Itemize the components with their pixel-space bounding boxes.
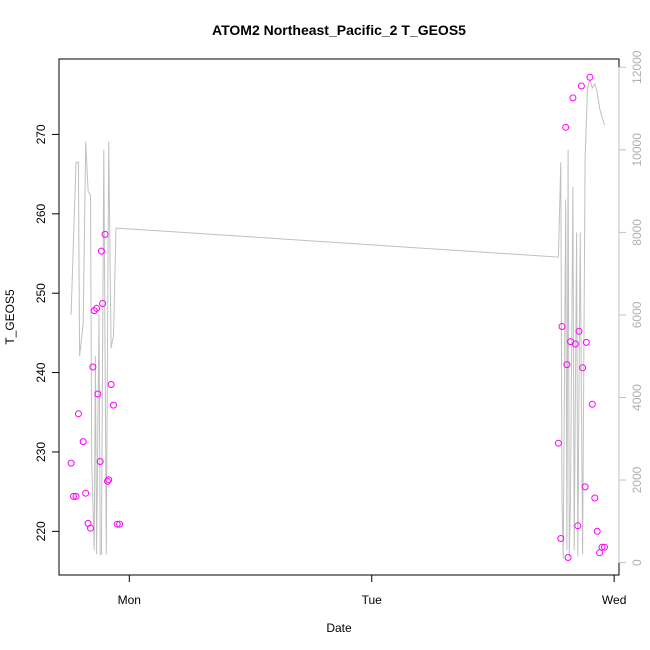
data-point xyxy=(577,82,585,90)
y2-tick-label: 12000 xyxy=(630,50,644,84)
data-point xyxy=(72,492,80,500)
data-point xyxy=(593,527,601,535)
data-point xyxy=(113,520,121,528)
data-point xyxy=(574,522,582,530)
data-point xyxy=(90,307,98,315)
y-tick-label: 270 xyxy=(34,124,48,144)
y-axis-left: 220 230 240 250 260 270 xyxy=(34,124,60,541)
data-point xyxy=(579,364,587,372)
y-axis-right: 0 2000 4000 6000 8000 10000 12000 xyxy=(618,50,644,566)
y-tick-label: 220 xyxy=(34,521,48,541)
series-line-path xyxy=(70,77,605,559)
data-point xyxy=(87,524,94,532)
data-point xyxy=(596,549,604,557)
data-point xyxy=(104,477,111,485)
data-point xyxy=(96,458,104,465)
y-tick-label: 230 xyxy=(34,442,48,462)
data-point xyxy=(557,535,565,542)
y2-tick-label: 10000 xyxy=(630,133,644,167)
data-point xyxy=(101,230,109,238)
data-point xyxy=(116,520,124,528)
y2-tick-label: 2000 xyxy=(630,466,644,493)
y2-tick-label: 6000 xyxy=(630,301,644,328)
data-point xyxy=(562,123,570,131)
x-tick-label: Mon xyxy=(118,593,141,607)
data-point xyxy=(554,439,562,447)
data-point xyxy=(67,459,75,467)
data-point xyxy=(79,438,87,446)
data-point xyxy=(70,492,77,500)
data-point xyxy=(105,476,113,484)
chart-title: ATOM2 Northeast_Pacific_2 T_GEOS5 xyxy=(212,22,466,38)
data-point xyxy=(558,323,566,330)
y2-tick-label: 8000 xyxy=(630,219,644,246)
data-point xyxy=(99,300,107,307)
data-point xyxy=(601,543,608,551)
data-point xyxy=(591,494,599,502)
x-tick-label: Tue xyxy=(362,593,383,607)
data-point xyxy=(89,363,97,371)
data-point xyxy=(564,554,572,561)
data-point xyxy=(563,361,571,369)
x-axis-label: Date xyxy=(326,621,352,635)
y-tick-label: 240 xyxy=(34,362,48,382)
y-axis-label: T_GEOS5 xyxy=(3,289,17,345)
data-point xyxy=(74,410,82,418)
data-point xyxy=(582,338,590,346)
y2-tick-label: 0 xyxy=(630,559,644,566)
data-point xyxy=(107,381,115,388)
plot-frame xyxy=(58,58,620,576)
data-point xyxy=(82,489,90,497)
x-tick-label: Wed xyxy=(602,593,626,607)
data-point xyxy=(94,390,102,398)
data-point xyxy=(575,327,583,335)
y-tick-label: 250 xyxy=(34,283,48,303)
data-point xyxy=(93,304,101,312)
data-point xyxy=(97,247,105,255)
left-axis-series-points xyxy=(67,73,608,561)
data-point xyxy=(110,401,117,409)
y-tick-label: 260 xyxy=(34,203,48,223)
data-point xyxy=(569,94,577,102)
data-point xyxy=(581,483,589,491)
right-axis-series-line xyxy=(70,77,605,559)
data-point xyxy=(571,340,579,348)
data-point xyxy=(598,543,606,551)
data-point xyxy=(588,400,596,408)
y2-tick-label: 4000 xyxy=(630,384,644,411)
x-axis: Mon Tue Wed xyxy=(118,574,626,607)
data-point xyxy=(586,73,594,81)
